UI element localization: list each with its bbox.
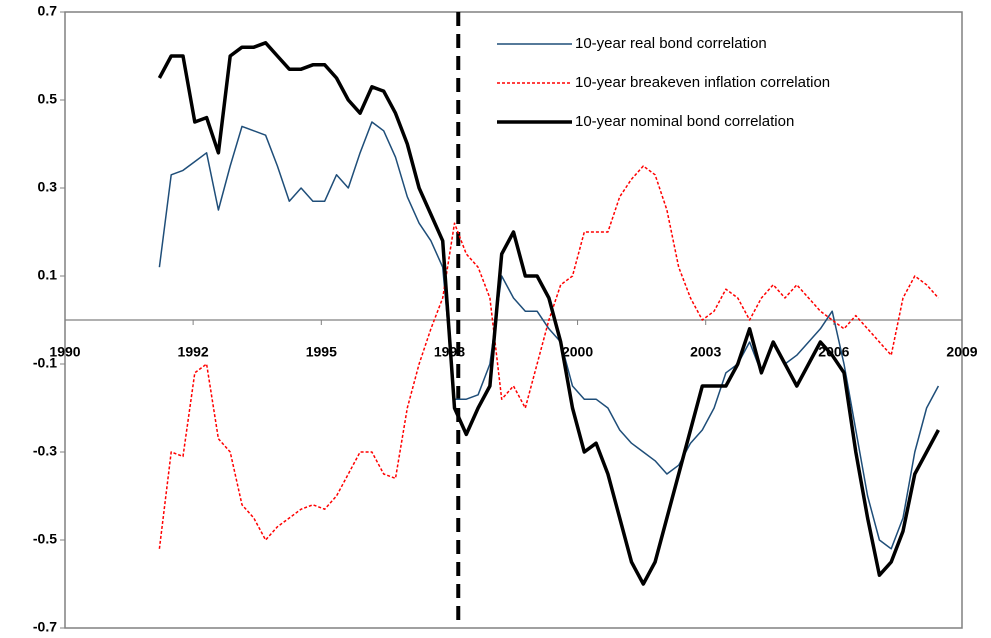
series-line: [158, 121, 940, 550]
y-tick-label: -0.3: [33, 443, 57, 459]
legend-label: 10-year real bond correlation: [575, 35, 767, 52]
y-tick-label: 0.5: [38, 91, 58, 107]
x-tick-label: 2003: [690, 344, 721, 360]
x-tick-label: 1992: [178, 344, 209, 360]
series-line: [157, 41, 940, 586]
legend-bg: [495, 70, 950, 96]
y-tick-label: 0.3: [38, 179, 58, 195]
legend-label: 10-year breakeven inflation correlation: [575, 74, 830, 91]
x-tick-label: 2000: [562, 344, 593, 360]
y-tick-label: -0.7: [33, 619, 57, 635]
x-tick-label: 1995: [306, 344, 337, 360]
x-tick-label: 2009: [946, 344, 977, 360]
y-tick-label: 0.1: [38, 267, 58, 283]
legend-label: 10-year nominal bond correlation: [575, 113, 794, 130]
y-tick-label: -0.1: [33, 355, 57, 371]
y-tick-label: 0.7: [38, 3, 58, 19]
x-tick-label: 1990: [49, 344, 80, 360]
y-tick-label: -0.5: [33, 531, 57, 547]
series-line: [158, 165, 939, 549]
